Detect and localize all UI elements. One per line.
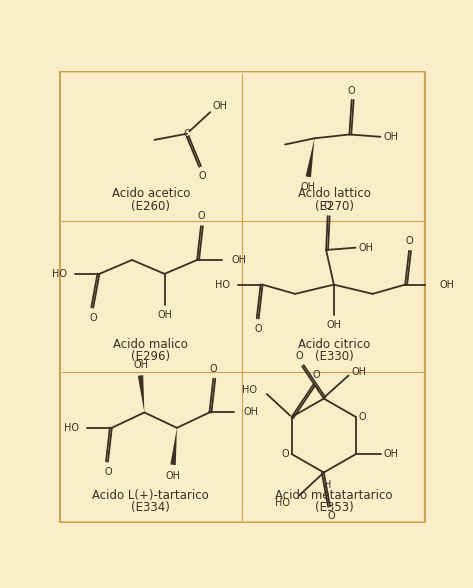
Text: O: O bbox=[313, 370, 320, 380]
Text: OH: OH bbox=[231, 255, 246, 265]
Text: HO: HO bbox=[215, 280, 230, 290]
Text: O: O bbox=[324, 201, 332, 211]
Text: OH: OH bbox=[384, 132, 399, 142]
FancyBboxPatch shape bbox=[60, 71, 425, 523]
Polygon shape bbox=[138, 375, 144, 412]
Text: OH: OH bbox=[166, 470, 181, 480]
Text: OH: OH bbox=[133, 360, 148, 370]
Text: (E270): (E270) bbox=[315, 199, 353, 213]
Text: OH: OH bbox=[351, 367, 366, 377]
Text: O: O bbox=[255, 323, 263, 333]
Text: OH: OH bbox=[384, 449, 398, 459]
Text: Acido citrico: Acido citrico bbox=[298, 338, 370, 351]
Text: HO: HO bbox=[52, 269, 67, 279]
Text: Acido malico: Acido malico bbox=[114, 338, 188, 351]
Text: O: O bbox=[199, 171, 206, 181]
Text: OH: OH bbox=[439, 280, 454, 290]
Text: O: O bbox=[328, 512, 335, 522]
Text: Acido metatartarico: Acido metatartarico bbox=[275, 489, 393, 502]
Text: OH: OH bbox=[244, 407, 259, 417]
Text: HO: HO bbox=[275, 498, 289, 508]
Text: Acido acetico: Acido acetico bbox=[112, 187, 190, 201]
Text: OH: OH bbox=[212, 101, 227, 111]
Text: C: C bbox=[184, 129, 190, 139]
Text: O: O bbox=[104, 467, 112, 477]
Text: (E296): (E296) bbox=[131, 350, 170, 363]
Text: O: O bbox=[89, 313, 97, 323]
Text: O: O bbox=[197, 211, 205, 221]
Text: O: O bbox=[210, 363, 217, 373]
Text: Acido L(+)-tartarico: Acido L(+)-tartarico bbox=[92, 489, 209, 502]
Polygon shape bbox=[306, 138, 315, 177]
Text: OH: OH bbox=[301, 182, 316, 192]
Text: H: H bbox=[324, 480, 332, 490]
Text: OH: OH bbox=[157, 310, 172, 320]
Text: (E330): (E330) bbox=[315, 350, 353, 363]
Text: (E260): (E260) bbox=[131, 199, 170, 213]
Text: O: O bbox=[348, 86, 356, 96]
Text: (E334): (E334) bbox=[131, 502, 170, 514]
Text: OH: OH bbox=[326, 320, 342, 330]
Text: O: O bbox=[405, 236, 413, 246]
Text: Acido lattico: Acido lattico bbox=[298, 187, 370, 201]
Polygon shape bbox=[170, 428, 177, 465]
Text: (E353): (E353) bbox=[315, 502, 353, 514]
Text: O: O bbox=[295, 351, 303, 361]
Text: HO: HO bbox=[242, 385, 257, 395]
Text: O: O bbox=[359, 412, 366, 422]
Text: OH: OH bbox=[359, 243, 374, 253]
Text: O: O bbox=[281, 449, 289, 459]
Text: HO: HO bbox=[64, 423, 79, 433]
